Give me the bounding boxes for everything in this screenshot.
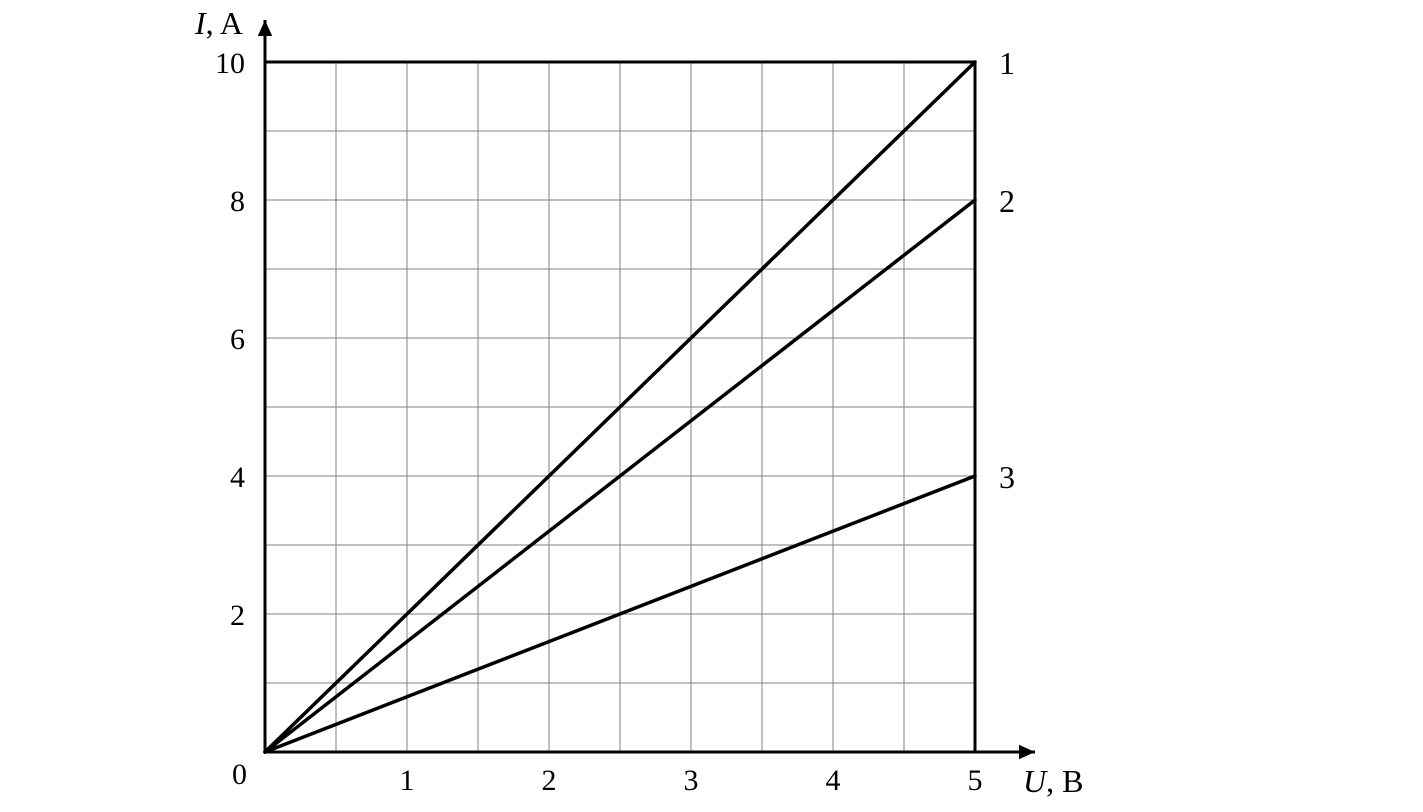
y-tick-label: 8 — [230, 185, 245, 218]
y-axis-unit: , A — [206, 5, 243, 41]
iv-chart: 1 2 3 4 5 2 4 6 8 10 0 I, A U, В 1 2 3 — [0, 0, 1423, 812]
y-tick-label: 6 — [230, 323, 245, 356]
y-tick-label: 4 — [230, 461, 245, 494]
y-tick-label: 2 — [230, 599, 245, 632]
x-tick-label: 1 — [400, 764, 415, 797]
series-label-1: 1 — [999, 45, 1015, 81]
chart-svg: 1 2 3 4 5 2 4 6 8 10 0 I, A U, В 1 2 3 — [0, 0, 1423, 812]
x-tick-label: 2 — [542, 764, 557, 797]
series-label-3: 3 — [999, 459, 1015, 495]
x-tick-label: 5 — [968, 764, 983, 797]
series-label-2: 2 — [999, 183, 1015, 219]
y-axis-title: I, A — [194, 5, 243, 41]
x-tick-label: 4 — [826, 764, 841, 797]
x-tick-label: 3 — [684, 764, 699, 797]
x-axis-var: U — [1023, 763, 1048, 799]
x-axis-title: U, В — [1023, 763, 1083, 799]
x-axis-unit: , В — [1046, 763, 1083, 799]
y-tick-label: 10 — [215, 47, 245, 80]
origin-label: 0 — [232, 758, 247, 791]
